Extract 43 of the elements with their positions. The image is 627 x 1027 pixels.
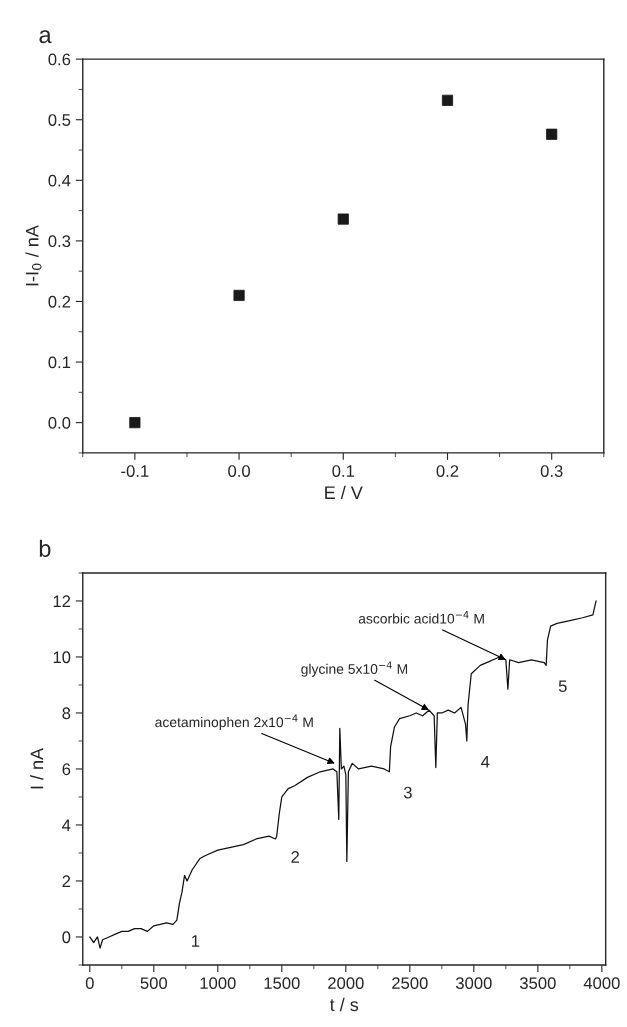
y-tick-label: 8 <box>62 707 71 720</box>
x-tick-label: 0.0 <box>228 465 251 477</box>
y-tick-label: 2 <box>62 875 71 888</box>
annotation: 5 <box>558 680 567 693</box>
annotation: ascorbic acid10$^{−4}$ M <box>358 611 484 624</box>
y-tick-label: 0.6 <box>48 53 71 66</box>
x-tick-label: 3000 <box>455 977 492 990</box>
y-tick-label: 0.0 <box>48 417 71 429</box>
annotation: 1 <box>192 935 200 947</box>
y-tick-label: 6 <box>62 763 71 776</box>
annotation: 3 <box>403 786 412 799</box>
chart-title: a <box>39 30 52 44</box>
annotation: 4 <box>481 756 490 768</box>
x-tick-label: 500 <box>140 977 168 990</box>
x-axis-title: t / s <box>329 997 359 1012</box>
x-tick-label: 3500 <box>519 977 556 990</box>
annotation: glycine 5x10$^{−4}$ M <box>301 661 408 677</box>
x-tick-label: 2500 <box>392 977 428 990</box>
y-tick-label: 0.1 <box>48 356 71 369</box>
line-series <box>89 600 597 949</box>
x-tick-label: -0.1 <box>121 465 149 477</box>
y-tick-label: 12 <box>53 595 71 607</box>
x-tick-label: 1500 <box>264 977 300 990</box>
x-tick-label: 4000 <box>583 977 620 990</box>
x-tick-label: 0.1 <box>332 465 355 477</box>
annotation: 2 <box>291 851 300 863</box>
x-axis-title: E / V <box>325 485 363 500</box>
y-tick-label: 4 <box>62 819 71 832</box>
y-axis-title: I-I$_{0}$ / nA <box>25 225 42 286</box>
y-tick-label: 0.3 <box>48 235 71 248</box>
y-tick-label: 0.2 <box>48 295 71 308</box>
y-tick-label: 0 <box>62 931 71 944</box>
x-tick-label: 0 <box>85 977 94 990</box>
x-tick-label: 0.2 <box>436 465 459 477</box>
x-tick-label: 1000 <box>200 977 236 990</box>
y-tick-label: 0.5 <box>48 114 71 126</box>
y-axis-title: I / nA <box>30 747 44 789</box>
y-tick-label: 0.4 <box>48 174 71 187</box>
annotation: acetaminophen 2x10$^{−4}$ M <box>155 714 313 730</box>
x-tick-label: 0.3 <box>540 465 563 477</box>
y-tick-label: 10 <box>53 651 71 664</box>
x-tick-label: 2000 <box>328 977 364 990</box>
chart-title: b <box>39 539 51 558</box>
